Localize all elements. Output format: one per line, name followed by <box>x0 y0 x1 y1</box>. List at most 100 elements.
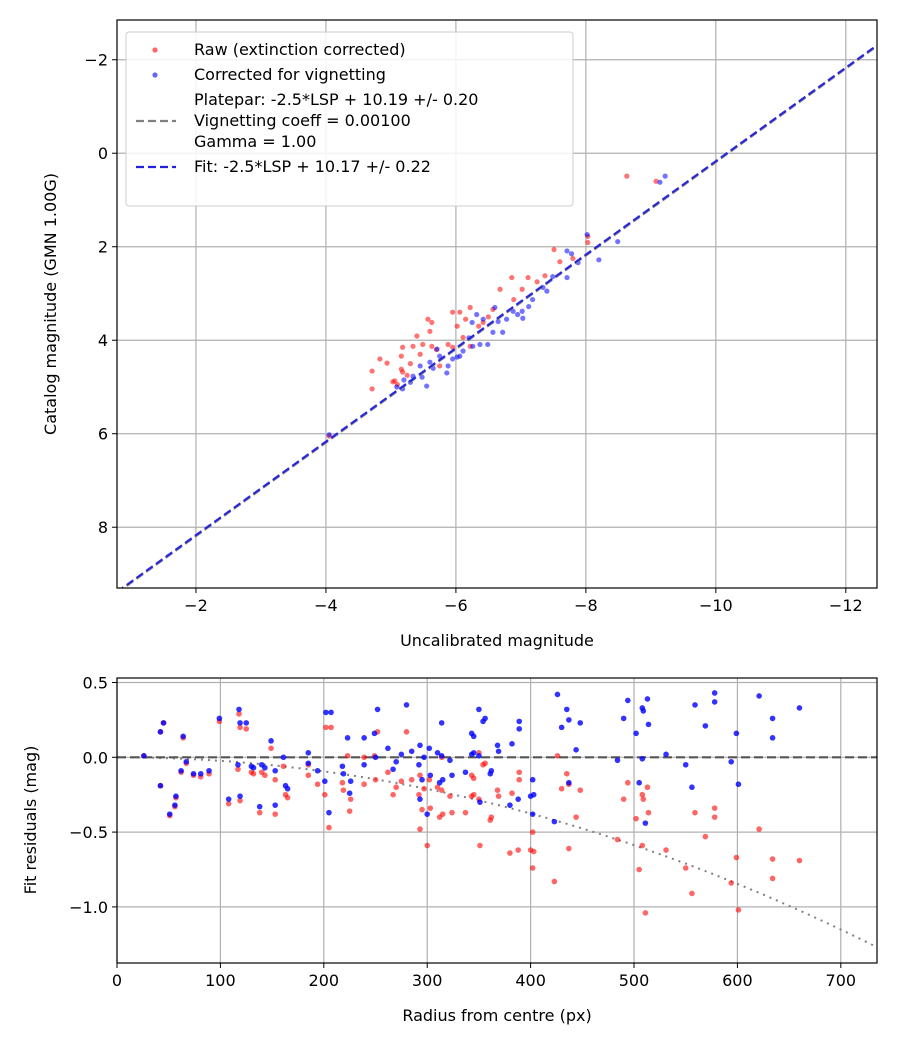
corrected-residual-point <box>515 796 521 802</box>
corrected-residual-point <box>268 738 274 744</box>
raw-residual-point <box>416 791 422 798</box>
corrected-residual-point <box>326 809 332 816</box>
corrected-residual-point <box>340 770 347 777</box>
corrected-residual-point <box>769 715 776 722</box>
raw-point <box>476 323 482 329</box>
raw-residual-point <box>408 776 415 783</box>
corrected-residual-point <box>529 776 536 783</box>
corrected-point <box>460 348 466 354</box>
raw-residual-point <box>262 772 268 779</box>
corrected-residual-point <box>733 730 740 737</box>
corrected-point <box>503 316 510 322</box>
raw-residual-point <box>340 787 347 794</box>
raw-residual-point <box>689 890 695 897</box>
corrected-residual-point <box>633 730 639 737</box>
top-y-tick-label: −2 <box>84 51 108 70</box>
corrected-residual-point <box>620 715 627 722</box>
corrected-point <box>550 274 556 280</box>
corrected-residual-point <box>447 757 453 764</box>
corrected-residual-point <box>735 781 742 788</box>
corrected-residual-point <box>157 782 164 789</box>
corrected-residual-point <box>421 754 427 761</box>
raw-residual-point <box>449 809 455 816</box>
corrected-point <box>584 231 590 238</box>
raw-residual-point <box>482 760 488 767</box>
raw-residual-point <box>424 842 431 849</box>
bottom-y-tick-label: −0.5 <box>69 823 108 842</box>
raw-residual-point <box>470 775 477 782</box>
corrected-residual-point <box>322 778 328 785</box>
raw-point <box>429 343 435 349</box>
legend-label: Gamma = 1.00 <box>194 132 316 151</box>
raw-residual-point <box>427 805 434 811</box>
raw-point <box>525 274 531 281</box>
bottom-plot-area <box>117 690 877 949</box>
raw-point <box>404 372 410 378</box>
legend-label: Corrected for vignetting <box>194 65 386 84</box>
raw-residual-point <box>272 776 279 783</box>
raw-point <box>551 246 557 253</box>
raw-residual-point <box>554 752 561 759</box>
corrected-residual-point <box>558 724 565 731</box>
raw-residual-point <box>236 711 242 717</box>
corrected-point <box>445 363 451 369</box>
raw-point <box>384 360 390 366</box>
corrected-point <box>657 179 663 185</box>
raw-residual-point <box>237 724 243 731</box>
raw-residual-point <box>636 866 642 873</box>
raw-residual-point <box>447 793 453 799</box>
raw-point <box>557 259 563 265</box>
corrected-residual-point <box>305 750 312 756</box>
legend-marker <box>152 47 158 53</box>
corrected-residual-point <box>180 733 186 740</box>
magnitude-calibration-plot: −2 −4 −6 −8 −10 −12 −2 0 2 4 6 8 Raw (extinction cor… <box>84 19 878 615</box>
corrected-residual-point <box>529 811 536 817</box>
raw-point <box>485 314 491 320</box>
raw-point <box>420 341 426 348</box>
corrected-point <box>450 356 456 362</box>
corrected-residual-point <box>178 767 184 774</box>
raw-residual-point <box>243 726 250 732</box>
raw-point <box>624 173 630 179</box>
bottom-x-tick-label: 100 <box>205 971 236 990</box>
raw-residual-point <box>620 796 627 802</box>
top-x-tick-label: −10 <box>699 596 733 615</box>
corrected-residual-point <box>272 767 279 774</box>
raw-residual-point <box>711 805 718 811</box>
raw-residual-point <box>417 826 423 832</box>
corrected-point <box>495 318 501 325</box>
corrected-point <box>480 316 486 322</box>
raw-residual-point <box>272 811 279 817</box>
raw-point <box>425 316 431 322</box>
corrected-point <box>401 377 407 383</box>
corrected-residual-point <box>636 779 642 786</box>
bottom-y-tick-label: −1.0 <box>69 898 108 917</box>
corrected-point <box>492 304 498 311</box>
raw-point <box>377 356 383 362</box>
corrected-point <box>394 384 400 390</box>
raw-residual-point <box>393 784 399 791</box>
corrected-residual-point <box>427 772 434 779</box>
corrected-residual-point <box>756 693 762 699</box>
corrected-residual-point <box>488 767 495 774</box>
legend-label: Vignetting coeff = 0.00100 <box>194 111 411 130</box>
corrected-residual-point <box>361 761 367 768</box>
raw-residual-point <box>237 797 243 804</box>
raw-point <box>542 273 548 279</box>
corrected-residual-point <box>642 820 649 826</box>
corrected-residual-point <box>280 754 287 761</box>
raw-residual-point <box>692 809 698 816</box>
corrected-residual-point <box>183 758 190 765</box>
corrected-residual-point <box>157 729 164 735</box>
corrected-residual-point <box>346 790 353 796</box>
corrected-point <box>529 296 536 303</box>
corrected-residual-point <box>250 764 257 771</box>
corrected-residual-point <box>173 793 179 799</box>
corrected-point <box>424 383 430 389</box>
corrected-residual-point <box>625 697 631 704</box>
corrected-residual-point <box>371 730 378 737</box>
corrected-residual-point <box>236 706 242 713</box>
corrected-residual-point <box>141 752 147 759</box>
corrected-point <box>526 303 532 310</box>
raw-residual-point <box>385 769 391 776</box>
